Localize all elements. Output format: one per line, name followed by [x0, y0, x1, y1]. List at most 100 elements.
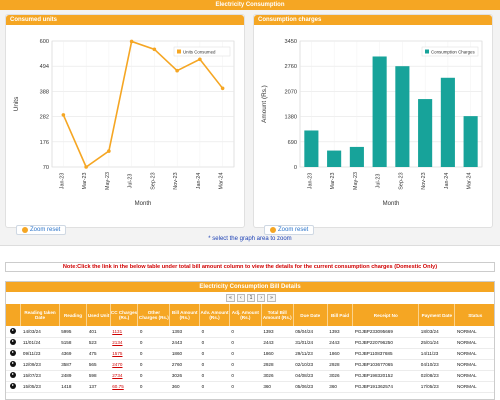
bill-details-title: Electricity Consumption Bill Details: [6, 282, 494, 292]
table-cell: 0: [229, 359, 262, 371]
table-cell: 360: [169, 381, 200, 393]
y-tick-label: 70: [43, 165, 49, 171]
table-cell: 0: [199, 381, 230, 393]
table-cell: 14/11/23: [418, 348, 455, 360]
y-tick-label: 0: [294, 165, 297, 171]
table-row: 14/03/24 5995 401 1131 0 1393 0 0 1393 05/04/24 13…: [6, 326, 494, 338]
zoom-reset-icon: [22, 227, 28, 233]
table-cell: PGJBP198320152: [352, 370, 419, 382]
y-tick-label: 600: [40, 39, 49, 45]
column-header: Bill Paid: [327, 304, 354, 326]
expand-arrow-icon[interactable]: [10, 350, 17, 356]
data-point: [61, 113, 66, 117]
data-point: [152, 47, 157, 52]
table-cell: 25/01/24: [418, 337, 455, 349]
table-cell: 0: [137, 326, 170, 338]
legend-box: [421, 46, 479, 57]
table-cell: 2928: [327, 359, 353, 371]
bill-note: Note:Click the link in the below table u…: [5, 262, 495, 272]
y-tick-label: 2760: [285, 64, 297, 70]
x-tick-label: Jul-23: [376, 174, 382, 189]
table-cell: 5995: [59, 326, 87, 338]
table-cell: 02/10/23: [293, 359, 328, 371]
expand-arrow-icon[interactable]: [10, 327, 17, 334]
y-tick-label: 690: [288, 140, 297, 146]
table-cell: 1860: [169, 348, 200, 360]
cc-charges-link[interactable]: 1575: [110, 348, 138, 360]
table-cell: 15/05/23: [20, 381, 60, 393]
x-axis-label: Month: [135, 201, 152, 207]
table-cell: 0: [137, 359, 170, 371]
data-point: [175, 68, 179, 73]
cc-charges-link[interactable]: 1131: [110, 326, 138, 338]
legend-swatch: [177, 49, 181, 54]
table-cell: 05/04/24: [293, 326, 328, 338]
cc-charges-link[interactable]: 2734: [110, 370, 138, 382]
table-cell: 2443: [169, 337, 200, 349]
pager-prev-button[interactable]: ‹: [236, 294, 245, 302]
expand-arrow-icon[interactable]: [10, 383, 17, 389]
table-cell: 0: [199, 337, 230, 349]
legend-label: Consumption Charges: [431, 49, 475, 54]
table-cell: 29/11/23: [293, 348, 328, 360]
table-cell: 137: [86, 381, 111, 393]
bill-details-panel: Electricity Consumption Bill Details « ‹…: [5, 281, 495, 400]
table-cell: 0: [137, 381, 170, 393]
table-cell: 2443: [327, 337, 353, 349]
bar: [349, 146, 364, 167]
select-area-hint: * select the graph area to zoom: [208, 236, 292, 242]
table-cell: 17/05/23: [418, 381, 455, 393]
row-expand-cell[interactable]: [6, 381, 21, 393]
row-expand-cell[interactable]: [6, 348, 21, 360]
table-cell: 2489: [59, 370, 87, 382]
row-expand-cell[interactable]: [6, 359, 21, 371]
x-tick-label: May-23: [105, 172, 111, 190]
table-cell: 1860: [327, 348, 353, 360]
expand-arrow-icon[interactable]: [10, 361, 17, 367]
x-tick-label: Jan-24: [196, 173, 202, 189]
table-cell: PGJBP191362574: [352, 381, 419, 393]
x-tick-label: Sep-23: [398, 172, 404, 189]
expand-arrow-icon[interactable]: [10, 372, 17, 378]
table-cell: 3026: [327, 370, 353, 382]
consumption-panel: Electricity Consumption Consumed units 7…: [0, 0, 500, 246]
x-tick-label: Mar-24: [467, 172, 473, 189]
consumption-charges-chart[interactable]: 0 690 1380 2070 2760 3450 Jan-23 Mar-23 May-23 Ju…: [254, 25, 492, 220]
table-cell: 1860: [261, 348, 294, 360]
legend-box: [173, 46, 231, 57]
y-tick-label: 2070: [285, 89, 297, 95]
table-cell: PGJBP103677065: [352, 359, 419, 371]
row-expand-cell[interactable]: [6, 370, 21, 382]
row-expand-cell[interactable]: [6, 326, 21, 338]
pager-last-button[interactable]: »: [267, 294, 276, 302]
bar: [372, 56, 387, 168]
row-expand-cell[interactable]: [6, 337, 21, 349]
charges-zoom-label: Zoom reset: [278, 226, 309, 233]
table-row: 11/01/24 5158 523 2134 0 2443 0 0 2443 31/01/24 24…: [6, 337, 494, 349]
table-cell: 2760: [169, 359, 200, 371]
y-tick-label: 282: [40, 115, 49, 121]
table-cell: 1393: [169, 326, 200, 338]
y-tick-label: 388: [40, 89, 49, 95]
table-cell: 0: [199, 370, 230, 382]
table-cell: NORMAL: [454, 337, 494, 349]
column-header: Bill Amount (Rs.): [169, 304, 201, 326]
y-tick-label: 176: [40, 140, 49, 146]
units-zoom-reset-button[interactable]: Zoom reset: [16, 225, 67, 235]
charges-zoom-reset-button[interactable]: Zoom reset: [264, 225, 315, 235]
pager-next-button[interactable]: ›: [257, 294, 266, 302]
table-row: 12/09/23 3587 565 2470 0 2760 0 0 2928 02/10/23 29…: [6, 359, 494, 371]
plot-area: [51, 40, 235, 168]
cc-charges-link[interactable]: 2134: [110, 337, 138, 349]
expand-arrow-icon[interactable]: [10, 339, 17, 345]
cc-charges-link[interactable]: 2470: [110, 359, 138, 371]
consumption-charges-card: Consumption charges 0 690 1380 2070 2760 3450…: [253, 14, 493, 235]
column-header: Other Charges (Rs.): [137, 304, 171, 326]
pager-page-1[interactable]: 1: [246, 294, 256, 302]
bar: [418, 99, 433, 167]
consumed-units-chart[interactable]: 70 176 282 388 494 600 Jan-23 Mar-23 May-23 Jul-2…: [6, 25, 244, 220]
pager-first-button[interactable]: «: [226, 294, 235, 302]
table-cell: 0: [229, 326, 262, 338]
table-cell: 4369: [59, 348, 87, 360]
cc-charges-link[interactable]: 60.75: [110, 381, 138, 393]
